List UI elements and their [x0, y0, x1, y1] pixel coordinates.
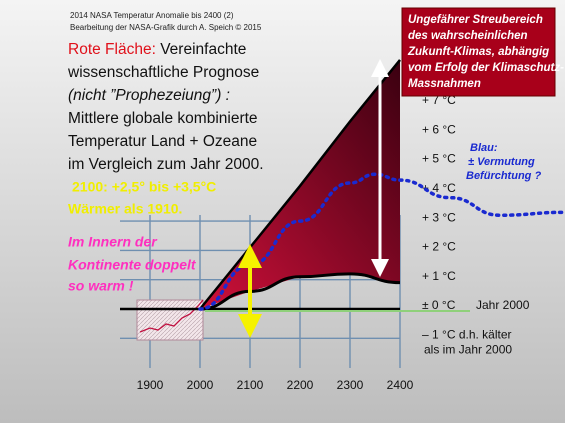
- historic-inset: [136, 299, 204, 341]
- upper-edge: [199, 59, 401, 310]
- blue-text: Befürchtung ?: [466, 170, 541, 182]
- blue-text: ± Vermutung: [468, 156, 535, 168]
- pink-text: so warm !: [68, 278, 134, 294]
- y-tick-label: + 6 °C: [422, 122, 456, 136]
- y-tick-label: ± 0 °C: [422, 298, 456, 312]
- pink-text: Im Innern der: [68, 234, 158, 250]
- text-line: Temperatur Land + Ozeane: [68, 133, 257, 150]
- box-line: Zukunft-Klimas, abhängig: [407, 46, 549, 58]
- x-tick-label: 2100: [237, 378, 264, 392]
- yellow-text: Wärmer als 1910.: [68, 201, 182, 217]
- text-line: wissenschaftliche Prognose: [67, 64, 259, 81]
- box: [401, 7, 556, 97]
- box-line: Ungefährer Streubereich: [408, 14, 543, 26]
- yellow-text: 2100: +2,5° bis +3,5°C: [72, 179, 216, 195]
- annotation: Jahr 2000: [476, 298, 530, 312]
- y-tick-label: + 7 °C: [422, 93, 456, 107]
- lower-edge: [199, 272, 401, 311]
- blue-text: Blau:: [470, 142, 498, 154]
- text-line: (nicht ”Prophezeiung”) :: [68, 87, 230, 104]
- text-line: Rote Fläche: Vereinfachte: [68, 41, 246, 58]
- x-tick-label: 2200: [287, 378, 314, 392]
- pink-text: Kontinente doppelt: [68, 257, 197, 273]
- text-line: im Vergleich zum Jahr 2000.: [68, 156, 264, 173]
- header: 2014 NASA Temperatur Anomalie bis 2400 (…: [70, 11, 234, 20]
- x-tick-label: 1900: [137, 378, 164, 392]
- y-tick-label: + 3 °C: [422, 210, 456, 224]
- y-tick-label: + 5 °C: [422, 152, 456, 166]
- text-part: Vereinfachte: [156, 41, 246, 58]
- header: Bearbeitung der NASA-Grafik durch A. Spe…: [70, 23, 262, 32]
- x-tick-label: 2400: [387, 378, 414, 392]
- box-line: vom Erfolg der Klimaschutz-: [408, 62, 564, 74]
- x-tick-label: 2300: [337, 378, 364, 392]
- red-label: Rote Fläche:: [68, 41, 156, 58]
- annotation: als im Jahr 2000: [424, 342, 512, 356]
- box-line: Massnahmen: [408, 78, 481, 90]
- plot: 1900 2000 2100 2200 2300 2400 + 7 °C + 6 °C + 5 …: [120, 59, 565, 392]
- x-tick-label: 2000: [187, 378, 214, 392]
- y-tick-label: + 4 °C: [422, 181, 456, 195]
- y-tick-label: – 1 °C d.h. kälter: [422, 327, 512, 341]
- y-tick-label: + 2 °C: [422, 240, 456, 254]
- text-line: Mittlere globale kombinierte: [68, 110, 258, 127]
- y-tick-label: + 1 °C: [422, 269, 456, 283]
- box-line: des wahrscheinlichen: [408, 30, 528, 42]
